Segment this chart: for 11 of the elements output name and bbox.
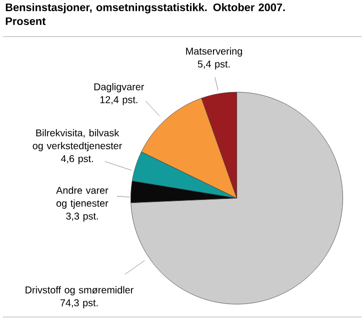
- chart-title: Bensinstasjoner, omsetningsstatistikk. Oktober 2007. Prosent: [6, 3, 285, 26]
- data-label: 4,6 pst.: [60, 155, 93, 164]
- data-label: 12,4 pst.: [100, 96, 138, 106]
- slice-label: Drivstoff og smøremidler: [26, 286, 134, 296]
- slice-label: Matservering: [186, 47, 242, 57]
- data-label: 5,4 pst.: [198, 60, 230, 70]
- slice-label: Bilrekvisita, bilvask og verkstedtjenester: [32, 129, 122, 152]
- slice-label: Andre varer og tjenester: [56, 186, 108, 209]
- slice-label: Dagligvarer: [94, 83, 144, 92]
- data-label: 3,3 pst.: [66, 212, 98, 222]
- data-label: 74,3 pst.: [60, 299, 98, 308]
